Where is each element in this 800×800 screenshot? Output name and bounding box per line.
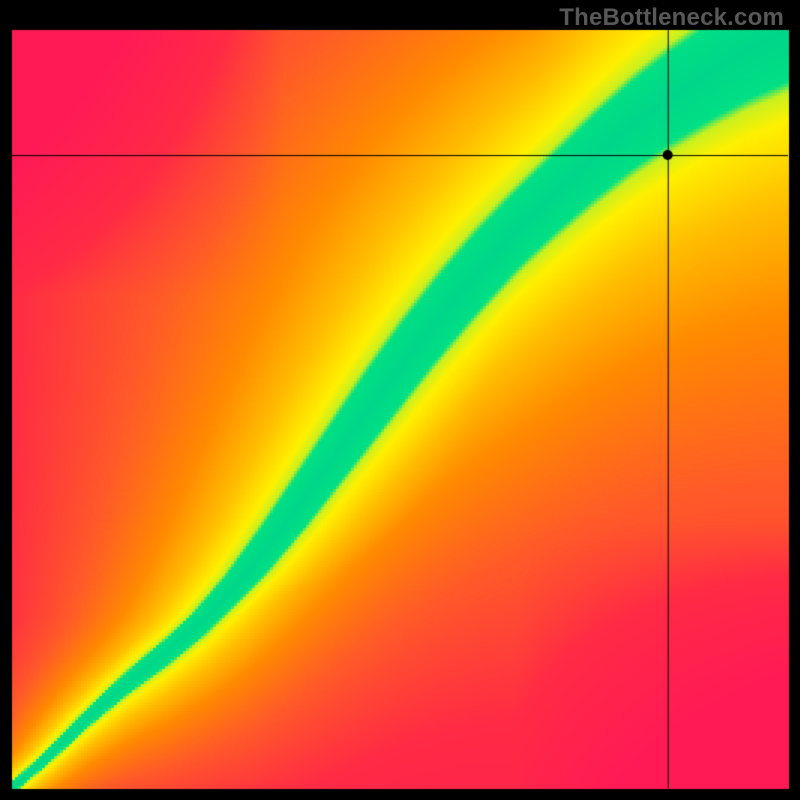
chart-container: TheBottleneck.com bbox=[0, 0, 800, 800]
bottleneck-heatmap bbox=[0, 0, 800, 800]
watermark-text: TheBottleneck.com bbox=[559, 4, 784, 32]
